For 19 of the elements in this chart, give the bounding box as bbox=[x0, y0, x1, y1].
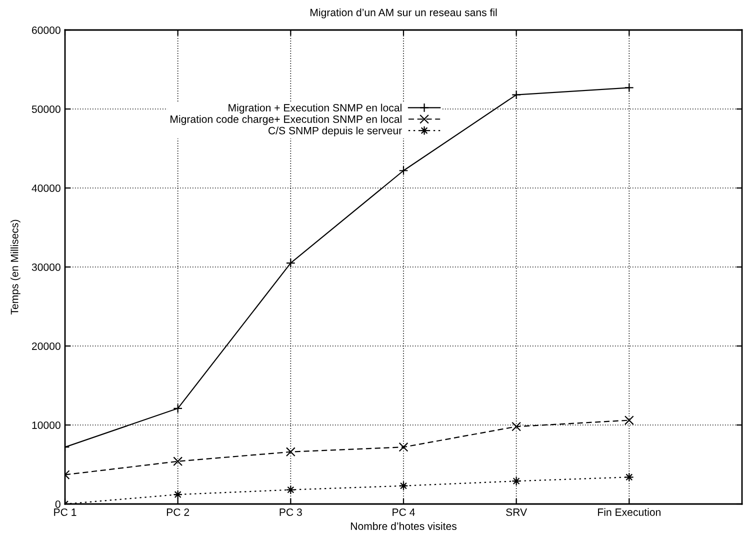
legend-label: C/S SNMP depuis le serveur bbox=[268, 126, 402, 136]
y-tick-label: 60000 bbox=[32, 26, 60, 34]
x-tick-label: PC 2 bbox=[166, 508, 190, 516]
x-tick-label: PC 4 bbox=[392, 508, 415, 516]
y-tick-label: 50000 bbox=[32, 105, 60, 113]
x-tick-label: Fin Execution bbox=[598, 508, 660, 516]
y-tick-label: 10000 bbox=[32, 421, 60, 429]
chart-title: Migration d’un AM sur un reseau sans fil bbox=[310, 8, 497, 18]
y-tick-label: 20000 bbox=[32, 342, 60, 350]
x-tick-label: PC 3 bbox=[280, 508, 302, 516]
x-axis-title: Nombre d’hotes visites bbox=[350, 522, 457, 530]
x-tick-label: PC 1 bbox=[54, 508, 76, 516]
legend-label: Migration + Execution SNMP en local bbox=[228, 104, 402, 114]
x-tick-label: SRV bbox=[506, 508, 528, 516]
y-tick-label: 30000 bbox=[32, 263, 60, 271]
legend-label: Migration code charge+ Execution SNMP en local bbox=[170, 115, 402, 126]
y-tick-label: 40000 bbox=[32, 184, 60, 192]
y-axis-title: Temps (en Millisecs) bbox=[10, 220, 20, 315]
y-tick-label: 0 bbox=[55, 500, 60, 508]
